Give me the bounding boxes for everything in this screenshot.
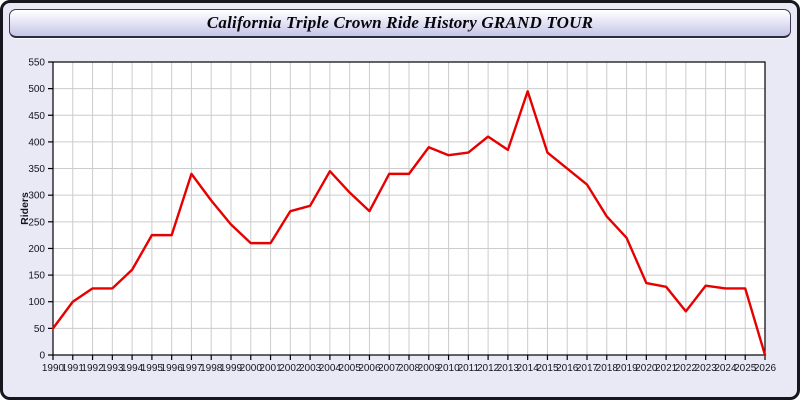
x-axis-labels: 1990199119921993199419951996199719981999… xyxy=(42,363,777,374)
svg-text:2001: 2001 xyxy=(259,363,282,374)
svg-text:200: 200 xyxy=(28,244,45,255)
svg-text:2021: 2021 xyxy=(655,363,678,374)
svg-text:2026: 2026 xyxy=(754,363,777,374)
svg-text:2023: 2023 xyxy=(695,363,718,374)
svg-text:2006: 2006 xyxy=(358,363,381,374)
svg-text:2002: 2002 xyxy=(279,363,302,374)
svg-text:2005: 2005 xyxy=(339,363,362,374)
svg-text:2004: 2004 xyxy=(319,363,342,374)
svg-text:2024: 2024 xyxy=(714,363,737,374)
svg-text:2017: 2017 xyxy=(576,363,599,374)
svg-text:350: 350 xyxy=(28,164,45,175)
svg-text:2013: 2013 xyxy=(497,363,520,374)
svg-text:1998: 1998 xyxy=(200,363,223,374)
svg-text:1994: 1994 xyxy=(121,363,144,374)
svg-text:2003: 2003 xyxy=(299,363,322,374)
svg-text:400: 400 xyxy=(28,137,45,148)
svg-text:2000: 2000 xyxy=(240,363,263,374)
svg-text:2009: 2009 xyxy=(418,363,441,374)
svg-text:2018: 2018 xyxy=(596,363,619,374)
svg-text:500: 500 xyxy=(28,84,45,95)
y-axis-title: Riders xyxy=(19,192,31,225)
page-title: California Triple Crown Ride History GRA… xyxy=(206,13,594,32)
svg-text:2016: 2016 xyxy=(556,363,579,374)
svg-text:50: 50 xyxy=(34,324,46,335)
svg-text:1993: 1993 xyxy=(101,363,124,374)
svg-text:250: 250 xyxy=(28,217,45,228)
svg-text:1997: 1997 xyxy=(180,363,203,374)
svg-text:100: 100 xyxy=(28,297,45,308)
svg-text:2020: 2020 xyxy=(635,363,658,374)
riders-series-line xyxy=(51,90,767,357)
svg-text:1990: 1990 xyxy=(42,363,65,374)
chart-container: 0 50 100 150 200 250 300 350 400 450 500 550 1990 199… xyxy=(3,3,797,397)
svg-text:2022: 2022 xyxy=(675,363,698,374)
axes xyxy=(48,61,766,360)
svg-text:300: 300 xyxy=(28,191,45,202)
svg-text:150: 150 xyxy=(28,271,45,282)
svg-text:2019: 2019 xyxy=(615,363,638,374)
svg-text:1996: 1996 xyxy=(161,363,184,374)
svg-text:1995: 1995 xyxy=(141,363,164,374)
svg-text:550: 550 xyxy=(28,58,45,69)
svg-text:450: 450 xyxy=(28,111,45,122)
svg-text:2007: 2007 xyxy=(378,363,401,374)
y-axis-labels: 0 50 100 150 200 250 300 350 400 450 500 550 xyxy=(28,58,45,362)
svg-text:1992: 1992 xyxy=(81,363,104,374)
svg-text:2008: 2008 xyxy=(398,363,421,374)
svg-text:2011: 2011 xyxy=(458,363,480,374)
svg-text:1999: 1999 xyxy=(220,363,243,374)
svg-text:2012: 2012 xyxy=(477,363,500,374)
svg-text:0: 0 xyxy=(39,351,45,362)
svg-text:2015: 2015 xyxy=(536,363,559,374)
svg-text:2025: 2025 xyxy=(734,363,757,374)
ride-history-chart: 0501001502002503003504004505005501990199… xyxy=(19,58,777,375)
svg-text:1991: 1991 xyxy=(62,363,85,374)
svg-text:2014: 2014 xyxy=(517,363,540,374)
svg-text:2010: 2010 xyxy=(437,363,460,374)
title-bar: California Triple Crown Ride History GRA… xyxy=(9,9,791,38)
